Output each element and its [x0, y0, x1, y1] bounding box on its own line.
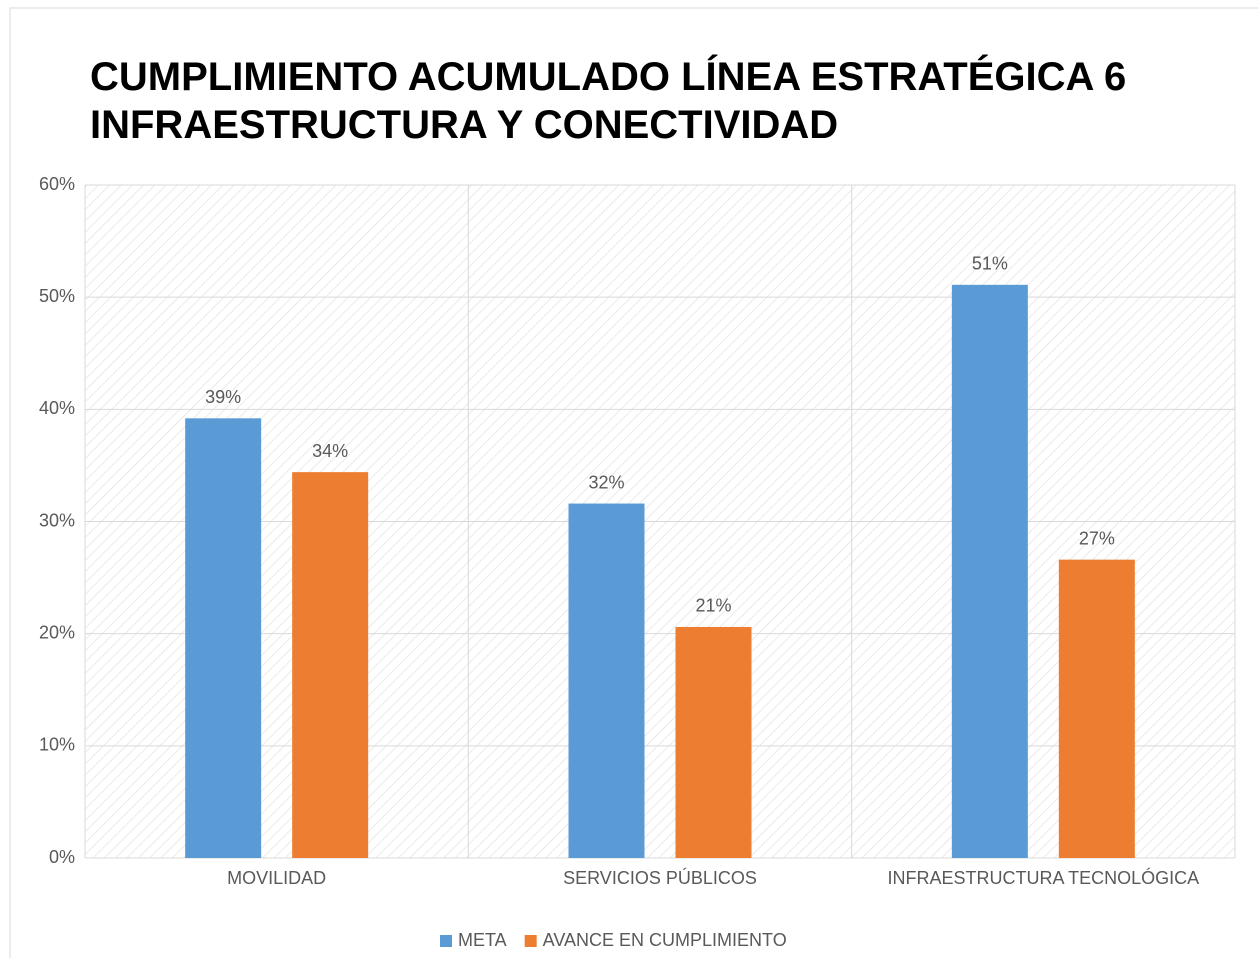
legend-swatch	[524, 935, 537, 947]
y-tick-label: 30%	[39, 510, 75, 530]
legend-label: META	[458, 930, 507, 950]
x-tick-label: INFRAESTRUCTURA TECNOLÓGICA	[887, 867, 1199, 888]
data-label: 34%	[312, 441, 348, 461]
data-label: 32%	[588, 472, 624, 492]
bar	[1058, 559, 1135, 858]
data-label: 21%	[695, 596, 731, 616]
y-tick-label: 0%	[49, 847, 75, 867]
y-tick-label: 10%	[39, 735, 75, 755]
bar	[675, 626, 752, 858]
legend-label: AVANCE EN CUMPLIMIENTO	[543, 930, 787, 950]
bar	[951, 284, 1028, 858]
data-label: 39%	[205, 387, 241, 407]
data-label: 27%	[1079, 528, 1115, 548]
y-tick-label: 60%	[39, 174, 75, 194]
legend-swatch	[440, 935, 452, 947]
data-label: 51%	[972, 254, 1008, 274]
bar	[292, 472, 369, 858]
bar	[568, 503, 645, 858]
y-tick-label: 40%	[39, 398, 75, 418]
bar	[185, 418, 262, 858]
y-tick-label: 50%	[39, 286, 75, 306]
chart-title: CUMPLIMIENTO ACUMULADO LÍNEA ESTRATÉGICA…	[90, 54, 1126, 99]
x-tick-label: SERVICIOS PÚBLICOS	[563, 867, 757, 888]
chart-title: INFRAESTRUCTURA Y CONECTIVIDAD	[90, 103, 838, 147]
y-tick-label: 20%	[39, 622, 75, 642]
x-tick-label: MOVILIDAD	[227, 868, 326, 888]
